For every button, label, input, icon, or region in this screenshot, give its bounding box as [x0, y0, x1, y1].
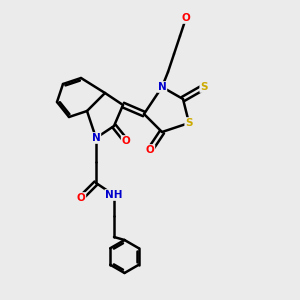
Text: S: S — [185, 118, 193, 128]
Text: NH: NH — [105, 190, 123, 200]
Text: N: N — [92, 133, 100, 143]
Text: O: O — [182, 13, 190, 23]
Text: N: N — [158, 82, 166, 92]
Text: O: O — [122, 136, 130, 146]
Text: O: O — [146, 145, 154, 155]
Text: O: O — [76, 193, 85, 203]
Text: S: S — [200, 82, 208, 92]
